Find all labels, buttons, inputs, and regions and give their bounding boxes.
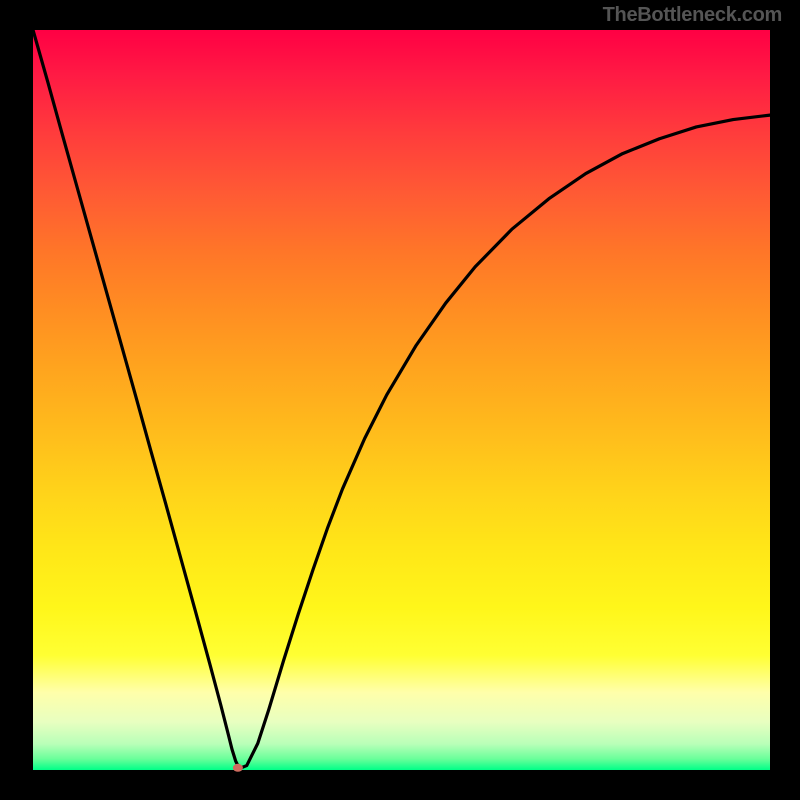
chart-container: TheBottleneck.com xyxy=(0,0,800,800)
bottleneck-curve-chart xyxy=(0,0,800,800)
chart-plot-area xyxy=(33,30,770,770)
watermark-text: TheBottleneck.com xyxy=(603,4,782,27)
optimal-point-marker xyxy=(233,764,243,772)
